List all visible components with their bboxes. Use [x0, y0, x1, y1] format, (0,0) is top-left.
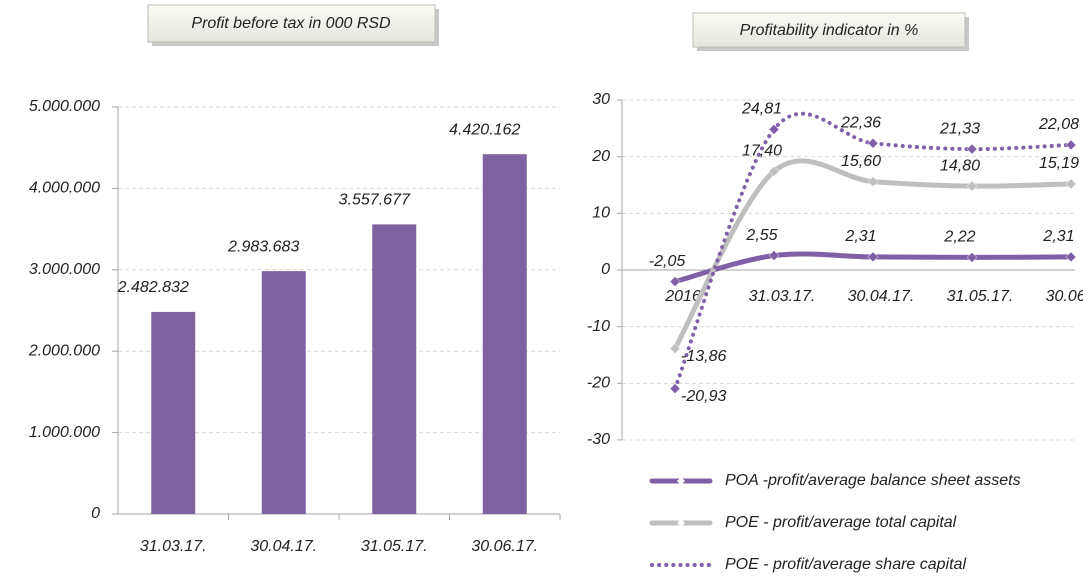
value-label: 22,36	[840, 115, 881, 132]
x-tick-label: 30.04.17.	[848, 288, 915, 305]
point-marker	[867, 176, 879, 187]
point-marker	[1065, 178, 1077, 190]
y-tick-label: -20	[587, 375, 610, 392]
series-line	[672, 158, 1074, 352]
x-tick-label: 30.04.17.	[250, 538, 317, 555]
x-tick-label: 2016	[664, 288, 701, 305]
value-label: 2,31	[1042, 228, 1074, 245]
value-label: 17,40	[742, 143, 782, 160]
value-label: 22,08	[1038, 116, 1079, 133]
point-marker	[1065, 139, 1077, 151]
legend-marker	[677, 477, 685, 485]
point-marker	[669, 343, 681, 354]
chart-title: Profitability indicator in %	[740, 22, 919, 39]
x-tick-label: 30.06.17.	[1046, 288, 1083, 305]
legend-marker	[677, 519, 685, 527]
legend-label: POE - profit/average share capital	[725, 556, 966, 573]
bar	[372, 224, 417, 514]
value-label: -20,93	[681, 388, 726, 405]
value-label: 14,80	[940, 157, 980, 174]
x-tick-label: 31.05.17.	[947, 288, 1014, 305]
y-tick-label: 4.000.000	[29, 180, 100, 197]
point-marker	[1065, 251, 1077, 263]
series-line	[673, 111, 1073, 391]
y-tick-label: 5.000.000	[29, 98, 100, 115]
bar	[261, 271, 306, 514]
x-tick-label: 31.05.17.	[361, 538, 428, 555]
point-marker	[768, 124, 780, 135]
y-tick-label: 2.000.000	[28, 342, 100, 359]
bar	[482, 154, 527, 515]
y-tick-label: 10	[592, 205, 610, 222]
bar	[151, 311, 196, 514]
point-marker	[768, 250, 780, 261]
point-marker	[867, 137, 879, 149]
value-label: 15,60	[841, 153, 881, 170]
point-marker	[768, 166, 780, 177]
value-label: 2.983.683	[227, 238, 299, 255]
chart-title: Profit before tax in 000 RSD	[191, 15, 391, 32]
y-tick-label: 1.000.000	[29, 424, 100, 441]
y-tick-label: 30	[592, 91, 610, 108]
legend-label: POA -profit/average balance sheet assets	[725, 472, 1021, 489]
point-marker	[966, 252, 978, 263]
y-tick-label: 0	[601, 261, 610, 278]
y-tick-label: -30	[587, 431, 610, 448]
x-tick-label: 31.03.17.	[140, 538, 207, 555]
value-label: 4.420.162	[449, 121, 520, 138]
point-marker	[669, 383, 681, 394]
title-box	[692, 12, 966, 48]
value-label: 2,55	[745, 227, 777, 244]
point-marker	[669, 276, 681, 287]
point-marker	[867, 251, 879, 263]
value-label: -13,86	[681, 348, 726, 365]
value-label: 24,81	[741, 101, 782, 118]
value-label: 2,31	[844, 228, 876, 245]
value-label: 3.557.677	[339, 192, 411, 209]
value-label: 2,22	[943, 229, 975, 246]
value-label: -2,05	[649, 253, 686, 270]
value-label: 2.482.832	[117, 279, 189, 296]
value-label: 21,33	[939, 120, 980, 137]
y-tick-label: -10	[587, 318, 610, 335]
value-label: 15,19	[1039, 155, 1079, 172]
legend-label: POE - profit/average total capital	[725, 514, 957, 531]
x-tick-label: 31.03.17.	[749, 288, 816, 305]
y-tick-label: 0	[91, 505, 100, 522]
y-tick-label: 20	[591, 148, 610, 165]
point-marker	[966, 180, 978, 192]
y-tick-label: 3.000.000	[29, 261, 100, 278]
point-marker	[966, 143, 978, 155]
title-box	[147, 4, 436, 43]
x-tick-label: 30.06.17.	[471, 538, 538, 555]
